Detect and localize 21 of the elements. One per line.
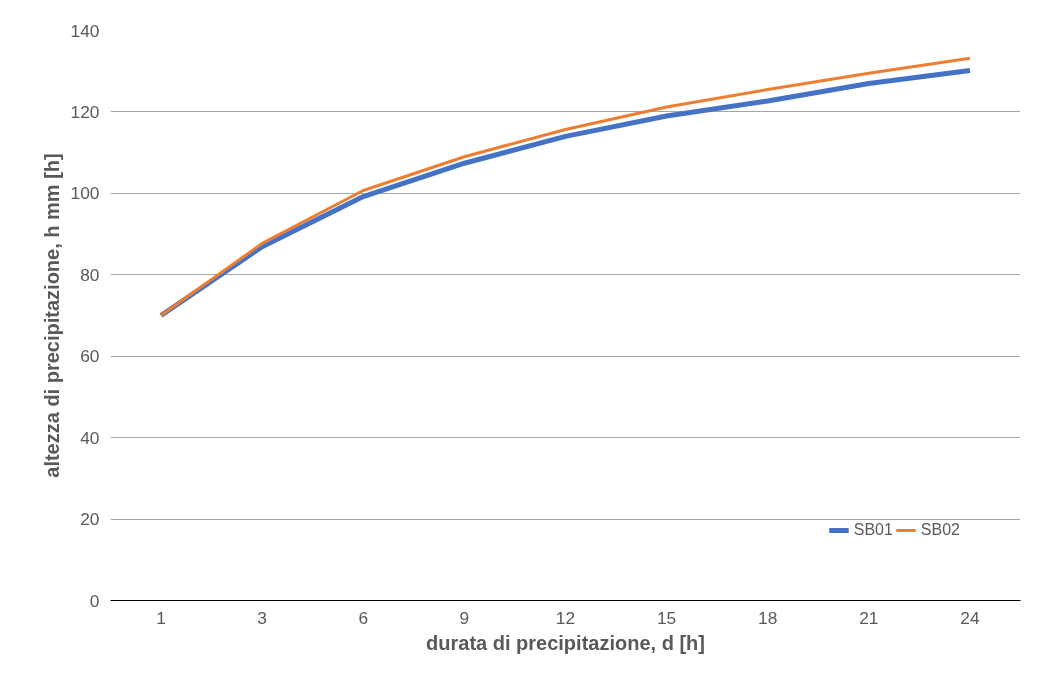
y-tick-label: 0 [89, 590, 100, 611]
x-tick-label: 9 [459, 607, 470, 628]
x-tick-label: 12 [555, 607, 576, 628]
y-tick-label: 100 [70, 183, 100, 204]
x-tick-label: 15 [656, 607, 677, 628]
x-axis-title: durata di precipitazione, d [h] [426, 631, 705, 654]
y-tick-label: 40 [80, 427, 100, 448]
x-tick-label: 18 [758, 607, 778, 628]
legend-label: SB01 [853, 521, 893, 539]
x-tick-label: 24 [960, 607, 980, 628]
x-tick-label: 1 [156, 607, 166, 628]
y-axis-title: altezza di precipitazione, h mm [h] [40, 153, 63, 478]
y-tick-label: 120 [70, 101, 100, 122]
x-tick-label: 21 [859, 607, 879, 628]
x-tick-label: 6 [358, 607, 369, 628]
y-tick-label: 20 [80, 509, 100, 530]
legend-label: SB02 [920, 521, 960, 539]
y-tick-label: 80 [80, 264, 100, 285]
y-tick-label: 60 [80, 346, 100, 367]
x-tick-label: 3 [257, 607, 267, 628]
y-tick-label: 140 [70, 20, 100, 41]
